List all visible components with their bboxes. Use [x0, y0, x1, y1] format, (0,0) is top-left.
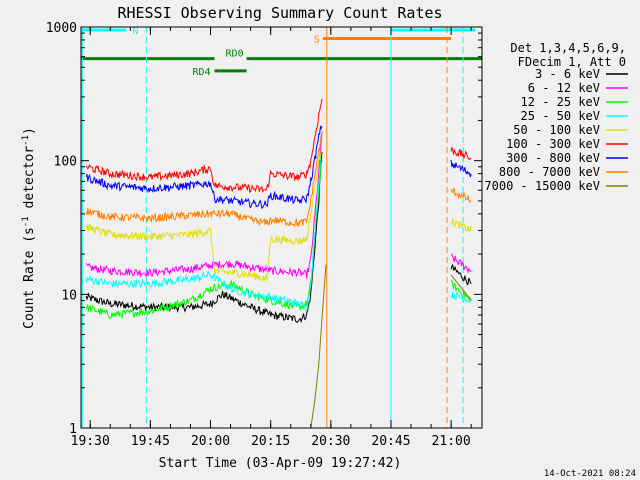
series-line-3-6-kev-1 — [450, 263, 472, 285]
series-line-800-7000-kev-1 — [450, 187, 472, 204]
x-tick-label: 21:00 — [432, 434, 471, 449]
series-line-25-50-kev-1 — [450, 291, 472, 304]
legend: Det 1,3,4,5,6,9,FDecim 1, Att 03 - 6 keV… — [484, 41, 628, 193]
y-tick-label: 1000 — [46, 21, 77, 36]
legend-header: Det 1,3,4,5,6,9, — [510, 41, 626, 55]
x-tick-label: 20:45 — [371, 434, 410, 449]
flag-label-rd0: RD0 — [226, 49, 244, 60]
y-label-part: detector — [22, 146, 37, 217]
flag-label-s: S — [314, 35, 320, 46]
legend-label-50-100-kev: 50 - 100 keV — [513, 123, 600, 137]
series-line-50-100-kev-1 — [450, 218, 472, 233]
series-line-25-50-kev-0 — [85, 136, 323, 312]
x-tick-label: 20:15 — [251, 434, 290, 449]
plot-frame — [80, 26, 483, 429]
series-line-300-800-kev-0 — [85, 124, 323, 209]
series-line-50-100-kev-0 — [85, 147, 323, 282]
x-tick-label: 19:45 — [131, 434, 170, 449]
legend-label-300-800-kev: 300 - 800 keV — [506, 151, 600, 165]
legend-label-25-50-kev: 25 - 50 keV — [521, 109, 600, 123]
legend-label-800-7000-kev: 800 - 7000 keV — [499, 165, 600, 179]
y-tick-label: 100 — [54, 155, 77, 170]
legend-header: FDecim 1, Att 0 — [518, 55, 626, 69]
flag-label-rd4: RD4 — [192, 67, 210, 78]
x-tick-label: 19:30 — [71, 434, 110, 449]
y-label-part: -1 — [21, 135, 31, 146]
y-tick-label: 1 — [69, 422, 77, 437]
series-line-800-7000-kev-0 — [85, 132, 323, 228]
x-tick-label: 20:00 — [191, 434, 230, 449]
legend-label-12-25-kev: 12 - 25 keV — [521, 95, 600, 109]
axes: 1 10 100 1000 19:30 19:45 20:00 20:15 20:30 20:45… — [46, 21, 482, 449]
series-line-12-25-kev-0 — [85, 160, 323, 320]
chart-title: RHESSI Observing Summary Count Rates — [117, 4, 442, 22]
vertical-markers — [81, 27, 464, 428]
y-label-part: ) — [22, 127, 37, 135]
x-tick-label: 20:30 — [311, 434, 350, 449]
flag-label-n: N — [132, 26, 138, 37]
flag-bars: N S RD0 RD4 — [81, 26, 482, 78]
y-label-part: -1 — [21, 216, 31, 227]
series-line-6-12-kev-0 — [85, 131, 323, 279]
series-line-7000-15000-kev-1 — [450, 274, 472, 301]
series-line-100-300-kev-1 — [450, 146, 472, 161]
legend-label-3-6-kev: 3 - 6 keV — [535, 67, 600, 81]
series-line-100-300-kev-0 — [85, 98, 323, 194]
data-series — [85, 98, 472, 429]
timestamp: 14-Oct-2021 08:24 — [544, 469, 636, 479]
y-axis-label: Count Rate (s-1 detector-1) — [21, 127, 37, 329]
y-label-part: Count Rate (s — [22, 227, 37, 329]
legend-label-7000-15000-kev: 7000 - 15000 keV — [484, 179, 600, 193]
y-tick-label: 10 — [61, 288, 77, 303]
series-line-3-6-kev-0 — [85, 151, 323, 324]
series-line-300-800-kev-1 — [450, 159, 472, 178]
x-axis-label: Start Time (03-Apr-09 19:27:42) — [159, 456, 402, 471]
legend-label-100-300-kev: 100 - 300 keV — [506, 137, 600, 151]
legend-label-6-12-kev: 6 - 12 keV — [528, 81, 600, 95]
series-line-6-12-kev-1 — [450, 253, 472, 274]
